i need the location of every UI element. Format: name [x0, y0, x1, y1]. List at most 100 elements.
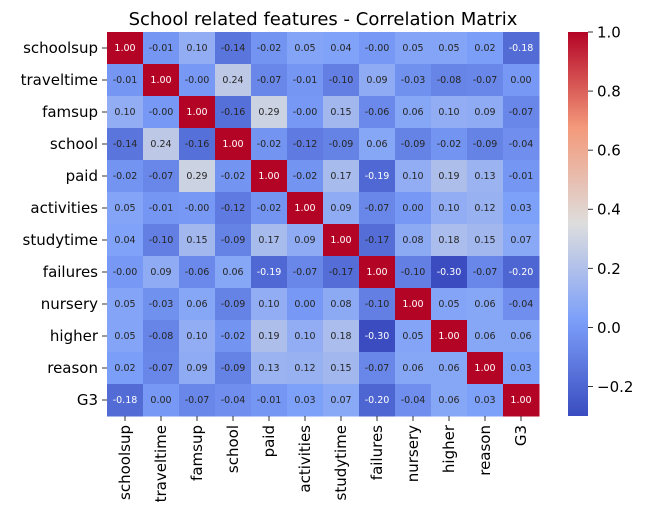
cell-value-label: 0.04: [330, 43, 351, 54]
cell-value-label: -0.01: [149, 203, 174, 214]
cell-value-label: -0.20: [509, 267, 534, 278]
heatmap-cell: [287, 192, 324, 225]
heatmap-cell: [107, 64, 144, 97]
cell-value-label: -0.07: [473, 267, 498, 278]
heatmap-cell: [143, 320, 180, 353]
heatmap-cell: [143, 160, 180, 193]
heatmap-cell: [431, 64, 468, 97]
cell-value-label: 0.24: [222, 75, 243, 86]
cell-value-label: -0.01: [293, 75, 318, 86]
heatmap-cell: [179, 384, 216, 417]
cell-value-label: 0.00: [150, 395, 171, 406]
cell-value-label: 0.06: [510, 331, 531, 342]
colorbar-tick-label: 0.0: [597, 319, 621, 337]
cell-value-label: 0.15: [474, 235, 495, 246]
cell-value-label: -0.08: [149, 331, 174, 342]
cell-value-label: -0.01: [509, 171, 534, 182]
cell-value-label: 0.02: [114, 363, 135, 374]
heatmap-cell: [359, 96, 396, 129]
cell-value-label: 0.03: [474, 395, 495, 406]
heatmap-cell: [179, 352, 216, 385]
heatmap-cell: [395, 192, 432, 225]
cell-value-label: -0.12: [221, 203, 246, 214]
cell-value-label: -0.09: [329, 139, 354, 150]
cell-value-label: -0.14: [113, 139, 138, 150]
cell-value-label: 0.15: [186, 235, 207, 246]
heatmap-cell: [143, 352, 180, 385]
heatmap-cell: [323, 384, 360, 417]
colorbar-tick-label: 0.8: [597, 83, 621, 101]
heatmap-cell: [323, 96, 360, 129]
cell-value-label: -0.02: [221, 171, 246, 182]
heatmap-cell: [395, 384, 432, 417]
heatmap-cell: [107, 96, 144, 129]
cell-value-label: 0.12: [474, 203, 495, 214]
y-tick-label: traveltime: [21, 71, 98, 89]
cell-value-label: 0.07: [510, 235, 531, 246]
heatmap-cell: [323, 320, 360, 353]
colorbar-tick-label: 0.6: [597, 142, 621, 160]
y-tick-label: reason: [47, 359, 98, 377]
heatmap-cell: [287, 320, 324, 353]
cell-value-label: 0.18: [438, 235, 459, 246]
heatmap-cell: [251, 128, 288, 161]
cell-value-label: 0.24: [150, 139, 171, 150]
x-tick-label: nursery: [404, 425, 422, 482]
heatmap-cell: [395, 32, 432, 65]
cell-value-label: 0.08: [402, 235, 423, 246]
cell-value-label: 0.05: [438, 43, 459, 54]
cell-value-label: 1.00: [330, 235, 351, 246]
cell-value-label: 0.02: [474, 43, 495, 54]
heatmap-cell: [359, 256, 396, 289]
cell-value-label: 0.09: [366, 75, 387, 86]
heatmap-cell: [431, 224, 468, 257]
cell-value-label: 1.00: [186, 107, 207, 118]
cell-value-label: -0.09: [401, 139, 426, 150]
cell-value-label: 1.00: [510, 395, 531, 406]
cell-value-label: 0.10: [438, 107, 459, 118]
heatmap-cell: [395, 288, 432, 321]
heatmap-cell: [503, 288, 540, 321]
cell-value-label: 0.06: [474, 299, 495, 310]
colorbar-tick-label: 1.0: [597, 24, 621, 42]
cell-value-label: 1.00: [222, 139, 243, 150]
x-tick-label: famsup: [188, 425, 206, 481]
heatmap-cell: [251, 224, 288, 257]
cell-value-label: -0.07: [149, 363, 174, 374]
x-tick-label: failures: [368, 425, 386, 480]
heatmap-cell: [395, 352, 432, 385]
cell-value-label: 0.03: [510, 203, 531, 214]
heatmap-cell: [323, 192, 360, 225]
cell-value-label: 0.06: [366, 139, 387, 150]
cell-value-label: 0.05: [114, 203, 135, 214]
y-tick-label: studytime: [23, 231, 99, 249]
cell-value-label: -0.00: [185, 203, 210, 214]
heatmap-cell: [143, 256, 180, 289]
cell-value-label: -0.07: [149, 171, 174, 182]
heatmap-cell: [215, 64, 252, 97]
cell-value-label: 0.29: [258, 107, 279, 118]
cell-value-label: -0.00: [113, 267, 138, 278]
heatmap-cell: [323, 128, 360, 161]
heatmap-cell: [503, 64, 540, 97]
cell-value-label: -0.07: [365, 363, 390, 374]
heatmap-cell: [287, 128, 324, 161]
heatmap-cell: [503, 224, 540, 257]
heatmap-cell: [431, 192, 468, 225]
cell-value-label: 0.05: [294, 43, 315, 54]
heatmap-cell: [431, 256, 468, 289]
heatmap-cell: [467, 352, 504, 385]
colorbar-tick-label: −0.2: [597, 378, 633, 396]
cell-value-label: 1.00: [438, 331, 459, 342]
heatmap-cell: [503, 320, 540, 353]
cell-value-label: -0.30: [437, 267, 462, 278]
y-tick-label: schoolsup: [23, 39, 98, 57]
cell-value-label: -0.10: [365, 299, 390, 310]
cell-value-label: -0.10: [149, 235, 174, 246]
heatmap-cell: [251, 320, 288, 353]
heatmap-cell: [107, 256, 144, 289]
heatmap-cell: [215, 320, 252, 353]
cell-value-label: 0.03: [510, 363, 531, 374]
x-tick-label: traveltime: [152, 425, 170, 502]
heatmap-cell: [107, 224, 144, 257]
